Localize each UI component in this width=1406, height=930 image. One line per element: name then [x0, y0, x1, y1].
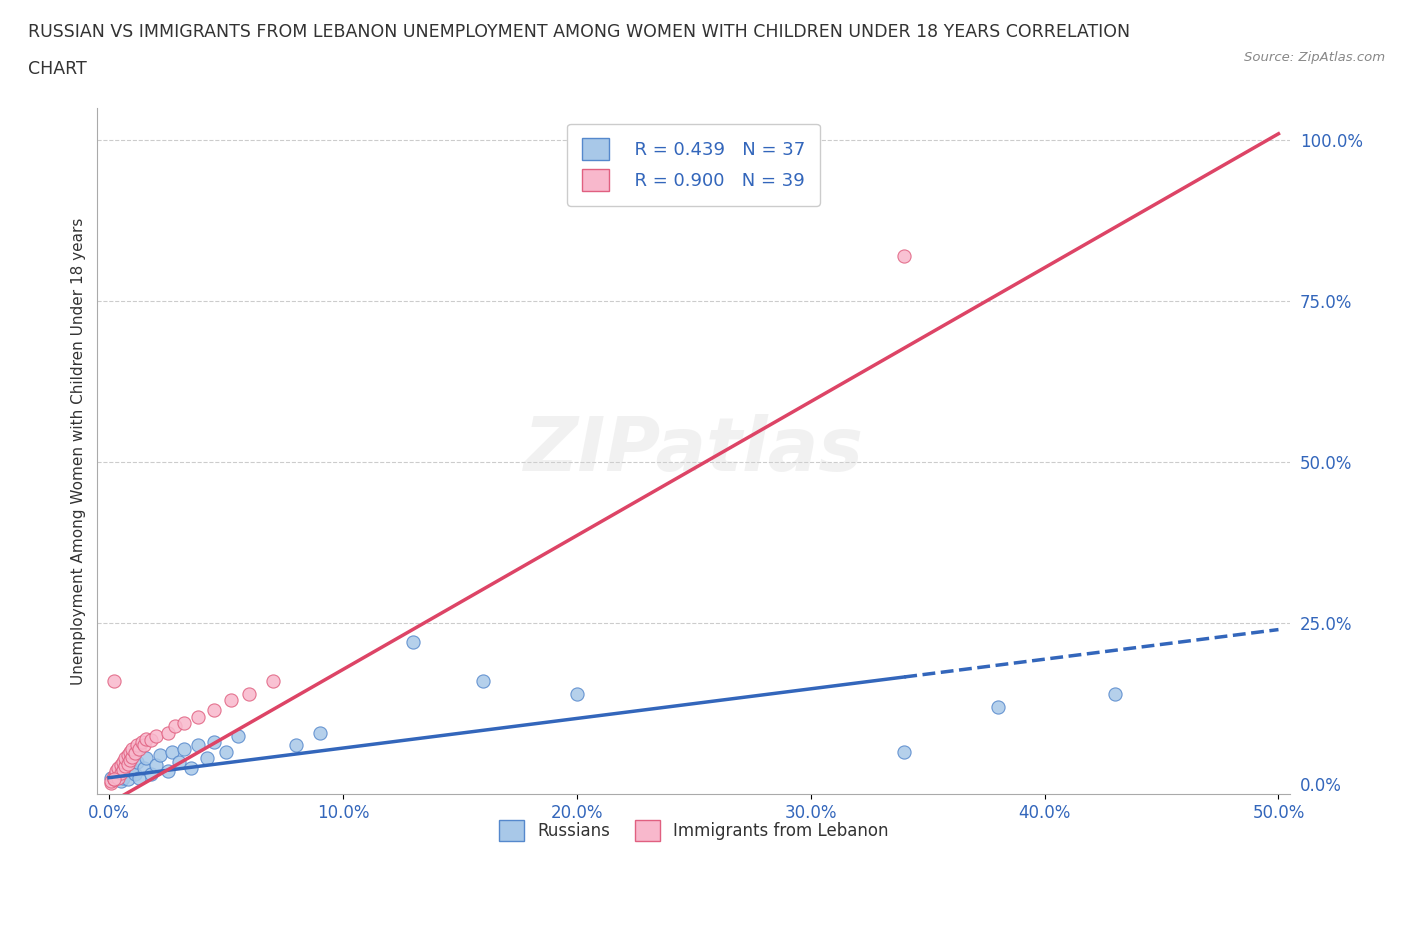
Point	[893, 745, 915, 760]
Point	[134, 738, 156, 753]
Point	[135, 732, 157, 747]
Point	[121, 750, 143, 764]
Point	[893, 248, 915, 263]
Point	[100, 776, 122, 790]
Point	[117, 772, 139, 787]
Point	[120, 745, 142, 760]
Point	[103, 772, 125, 787]
Point	[105, 769, 128, 784]
Point	[202, 735, 225, 750]
Point	[103, 772, 125, 787]
Point	[139, 767, 162, 782]
Point	[134, 761, 156, 776]
Point	[110, 764, 132, 778]
Point	[110, 757, 132, 772]
Point	[195, 751, 218, 765]
Point	[187, 709, 209, 724]
Point	[565, 686, 588, 701]
Point	[156, 764, 179, 778]
Point	[124, 767, 146, 782]
Point	[156, 725, 179, 740]
Point	[149, 748, 172, 763]
Point	[180, 761, 202, 776]
Point	[103, 769, 125, 784]
Point	[472, 673, 495, 688]
Point	[145, 728, 167, 743]
Point	[103, 772, 125, 787]
Point	[173, 741, 195, 756]
Point	[117, 748, 139, 763]
Point	[105, 764, 128, 778]
Point	[238, 686, 260, 701]
Point	[107, 770, 129, 785]
Point	[103, 673, 125, 688]
Text: CHART: CHART	[28, 60, 87, 78]
Point	[402, 635, 425, 650]
Point	[117, 756, 139, 771]
Point	[167, 754, 190, 769]
Point	[128, 741, 150, 756]
Point	[127, 738, 149, 753]
Point	[139, 733, 162, 748]
Point	[114, 759, 136, 774]
Point	[173, 715, 195, 730]
Text: ZIPatlas: ZIPatlas	[524, 415, 863, 487]
Point	[124, 746, 146, 761]
Point	[160, 745, 183, 760]
Legend: Russians, Immigrants from Lebanon: Russians, Immigrants from Lebanon	[492, 814, 896, 847]
Point	[163, 719, 186, 734]
Point	[120, 757, 142, 772]
Point	[112, 763, 135, 777]
Point	[121, 741, 143, 756]
Point	[202, 703, 225, 718]
Point	[114, 751, 136, 765]
Point	[187, 738, 209, 753]
Text: RUSSIAN VS IMMIGRANTS FROM LEBANON UNEMPLOYMENT AMONG WOMEN WITH CHILDREN UNDER : RUSSIAN VS IMMIGRANTS FROM LEBANON UNEMP…	[28, 23, 1130, 41]
Point	[107, 767, 129, 782]
Point	[110, 765, 132, 780]
Point	[145, 757, 167, 772]
Point	[1104, 686, 1126, 701]
Point	[120, 752, 142, 767]
Point	[219, 693, 242, 708]
Point	[285, 738, 308, 753]
Point	[127, 754, 149, 769]
Point	[112, 754, 135, 769]
Point	[100, 770, 122, 785]
Text: Source: ZipAtlas.com: Source: ZipAtlas.com	[1244, 51, 1385, 64]
Point	[107, 761, 129, 776]
Point	[131, 735, 153, 750]
Point	[128, 770, 150, 785]
Point	[105, 767, 128, 782]
Point	[121, 764, 143, 778]
Point	[308, 725, 330, 740]
Point	[226, 728, 249, 743]
Point	[112, 770, 135, 785]
Y-axis label: Unemployment Among Women with Children Under 18 years: Unemployment Among Women with Children U…	[72, 218, 86, 684]
Point	[987, 699, 1010, 714]
Point	[110, 774, 132, 789]
Point	[215, 745, 238, 760]
Point	[114, 761, 136, 776]
Point	[100, 774, 122, 789]
Point	[135, 751, 157, 765]
Point	[262, 673, 284, 688]
